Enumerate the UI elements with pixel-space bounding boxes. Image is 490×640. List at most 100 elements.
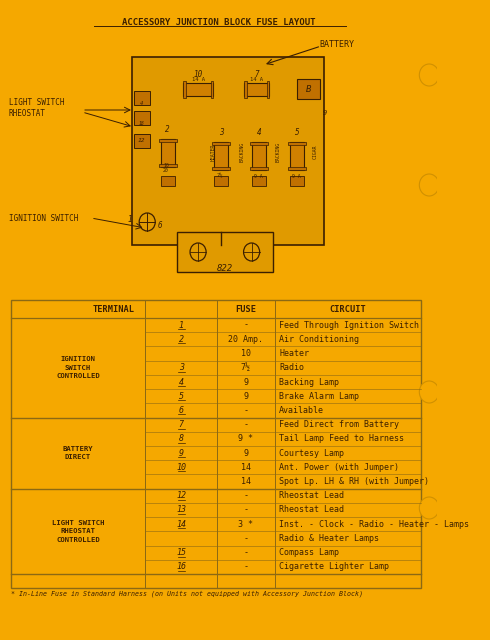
Text: Feed Through Ignition Switch: Feed Through Ignition Switch — [279, 321, 419, 330]
Text: 3: 3 — [179, 364, 184, 372]
Text: B: B — [306, 84, 311, 93]
Text: CIRCUIT: CIRCUIT — [330, 305, 367, 314]
Bar — [212, 142, 230, 145]
Bar — [245, 81, 247, 97]
Bar — [214, 176, 228, 186]
Text: 1: 1 — [179, 321, 184, 330]
Text: FUSE: FUSE — [235, 305, 256, 314]
Bar — [11, 300, 421, 588]
Bar — [161, 176, 175, 186]
Bar — [245, 83, 270, 95]
Text: 8: 8 — [179, 435, 184, 444]
Text: 9: 9 — [323, 110, 327, 116]
Text: BATTERY: BATTERY — [319, 40, 354, 49]
Text: 9 A: 9 A — [253, 173, 262, 179]
Text: IGNITION
SWITCH
CONTROLLED: IGNITION SWITCH CONTROLLED — [56, 356, 100, 380]
Text: -: - — [244, 420, 248, 429]
Bar — [159, 139, 177, 142]
Bar — [159, 164, 177, 167]
Bar — [134, 134, 150, 148]
Text: 3 *: 3 * — [238, 520, 253, 529]
Text: 5: 5 — [179, 392, 184, 401]
Text: CIGAR: CIGAR — [313, 145, 318, 159]
Text: 10: 10 — [241, 349, 251, 358]
Text: Brake Alarm Lamp: Brake Alarm Lamp — [279, 392, 359, 401]
Text: 14: 14 — [241, 463, 251, 472]
Text: 18: 18 — [139, 120, 145, 125]
Bar — [251, 142, 266, 170]
Bar — [183, 81, 186, 97]
Text: 6: 6 — [179, 406, 184, 415]
Bar — [251, 176, 266, 186]
Text: Radio & Heater Lamps: Radio & Heater Lamps — [279, 534, 379, 543]
Text: BACKING: BACKING — [239, 142, 245, 162]
Text: 6: 6 — [158, 221, 163, 230]
Bar — [177, 232, 273, 272]
Text: 16: 16 — [176, 563, 186, 572]
Text: Cigarette Lighter Lamp: Cigarette Lighter Lamp — [279, 563, 389, 572]
Text: 3: 3 — [219, 128, 223, 137]
Bar — [212, 167, 230, 170]
Text: IGNITION SWITCH: IGNITION SWITCH — [9, 214, 78, 223]
Bar — [290, 176, 304, 186]
Text: 7½: 7½ — [241, 364, 251, 372]
Bar — [267, 81, 270, 97]
Text: 5: 5 — [295, 128, 299, 137]
Text: 14 A: 14 A — [192, 77, 204, 82]
Text: -: - — [244, 548, 248, 557]
Text: Inst. - Clock - Radio - Heater - Lamps: Inst. - Clock - Radio - Heater - Lamps — [279, 520, 469, 529]
Text: 12: 12 — [176, 492, 186, 500]
Text: -: - — [244, 406, 248, 415]
Text: 4: 4 — [140, 100, 144, 106]
Text: -: - — [244, 492, 248, 500]
Text: -: - — [244, 506, 248, 515]
Text: 14: 14 — [176, 520, 186, 529]
Bar — [132, 57, 324, 245]
Text: ACCESSORY JUNCTION BLOCK FUSE LAYOUT: ACCESSORY JUNCTION BLOCK FUSE LAYOUT — [122, 18, 316, 27]
Text: 12: 12 — [138, 138, 146, 143]
Text: TERMINAL: TERMINAL — [93, 305, 135, 314]
Text: -: - — [244, 321, 248, 330]
Text: Air Conditioning: Air Conditioning — [279, 335, 359, 344]
Text: Backing Lamp: Backing Lamp — [279, 378, 339, 387]
Text: 4: 4 — [256, 128, 261, 137]
Text: Radio: Radio — [279, 364, 304, 372]
Text: -: - — [244, 534, 248, 543]
Bar — [288, 142, 306, 145]
Text: 2: 2 — [179, 335, 184, 344]
Text: 13: 13 — [176, 506, 186, 515]
Text: Spot Lp. LH & RH (with Jumper): Spot Lp. LH & RH (with Jumper) — [279, 477, 429, 486]
Text: 1: 1 — [127, 214, 132, 223]
Bar — [134, 111, 150, 125]
Text: BACKING: BACKING — [276, 142, 281, 162]
Text: 7: 7 — [179, 420, 184, 429]
Text: 9: 9 — [244, 449, 248, 458]
Circle shape — [419, 381, 439, 403]
Text: Courtesy Lamp: Courtesy Lamp — [279, 449, 344, 458]
Text: 20 Amp.: 20 Amp. — [228, 335, 263, 344]
Text: Heater: Heater — [279, 349, 309, 358]
Bar — [250, 167, 268, 170]
Bar — [183, 83, 213, 95]
Text: Feed Direct from Battery: Feed Direct from Battery — [279, 420, 399, 429]
Text: Ant. Power (with Jumper): Ant. Power (with Jumper) — [279, 463, 399, 472]
Text: Rheostat Lead: Rheostat Lead — [279, 492, 344, 500]
Text: 14 A: 14 A — [250, 77, 264, 82]
Text: Available: Available — [279, 406, 324, 415]
Text: 2: 2 — [166, 125, 170, 134]
Text: 822: 822 — [217, 264, 233, 273]
Text: 10: 10 — [176, 463, 186, 472]
Bar — [134, 91, 150, 105]
Text: 15: 15 — [176, 548, 186, 557]
Bar — [161, 139, 175, 167]
Text: 9: 9 — [244, 378, 248, 387]
Bar — [250, 142, 268, 145]
Text: -: - — [244, 563, 248, 572]
Text: Rheostat Lead: Rheostat Lead — [279, 506, 344, 515]
Bar — [290, 142, 304, 170]
Text: 10: 10 — [194, 70, 203, 79]
Text: Tail Lamp Feed to Harness: Tail Lamp Feed to Harness — [279, 435, 404, 444]
Text: 9 A: 9 A — [292, 173, 300, 179]
Bar — [297, 79, 320, 99]
Circle shape — [419, 64, 439, 86]
